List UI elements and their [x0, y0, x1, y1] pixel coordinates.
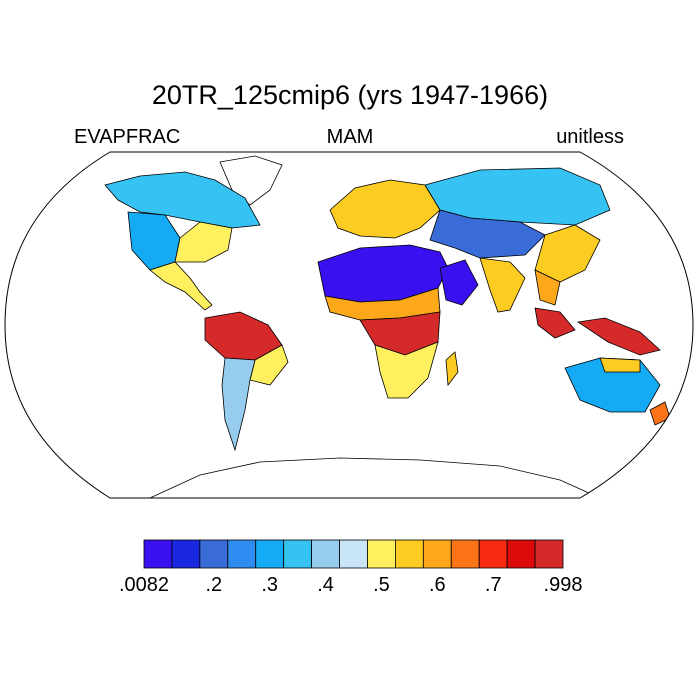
- colorbar-tick-label: .3: [261, 574, 279, 596]
- north-america-east: [174, 221, 233, 263]
- south-east-asia: [534, 269, 561, 306]
- antarctica: [149, 457, 601, 498]
- colorbar-swatch: [227, 539, 257, 569]
- plot-title: 20TR_125cmip6 (yrs 1947-1966): [151, 80, 549, 110]
- land-fill-layer: [104, 155, 671, 498]
- central-asia: [429, 209, 546, 259]
- southern-africa: [374, 341, 439, 399]
- colorbar-swatch: [143, 539, 173, 569]
- colorbar-tick-label: .5: [373, 574, 390, 596]
- colorbar-swatch: [478, 539, 508, 569]
- colorbar-swatch: [394, 539, 424, 569]
- colorbar-swatch: [255, 539, 285, 569]
- new-zealand: [649, 401, 671, 426]
- colorbar-swatch: [422, 539, 452, 569]
- madagascar: [445, 351, 459, 387]
- colorbar: [143, 539, 564, 569]
- north-america-west: [127, 211, 181, 271]
- colorbar-swatch: [367, 539, 396, 569]
- maritime-continent-1: [534, 307, 576, 339]
- colorbar-tick-label: .0082: [118, 574, 170, 596]
- central-america: [149, 261, 213, 311]
- south-america-south: [221, 357, 256, 452]
- north-america-north: [104, 171, 261, 229]
- colorbar-tick-label: .4: [317, 574, 334, 596]
- colorbar-swatch: [311, 539, 340, 569]
- season-label: MAM: [326, 126, 374, 148]
- east-asia: [534, 224, 601, 283]
- colorbar-swatch: [506, 539, 536, 569]
- colorbar-swatch: [199, 539, 229, 569]
- colorbar-swatch: [339, 539, 368, 569]
- colorbar-swatch: [450, 539, 480, 569]
- colorbar-swatch: [283, 539, 313, 569]
- colorbar-tick-label: .2: [205, 574, 223, 596]
- globe-boundary: [4, 151, 694, 499]
- india: [479, 257, 526, 313]
- variable-label: EVAPFRAC: [74, 126, 181, 148]
- maritime-continent-2: [576, 317, 661, 356]
- arabia: [439, 259, 479, 306]
- colorbar-tick-label: .6: [428, 574, 446, 596]
- europe: [329, 179, 441, 239]
- colorbar-swatch: [171, 539, 201, 569]
- units-label: unitless: [556, 126, 624, 148]
- colorbar-tick-label: .7: [484, 574, 502, 596]
- australia-north: [599, 357, 641, 373]
- colorbar-tick-label: .998: [543, 574, 583, 596]
- colorbar-swatch: [534, 539, 564, 569]
